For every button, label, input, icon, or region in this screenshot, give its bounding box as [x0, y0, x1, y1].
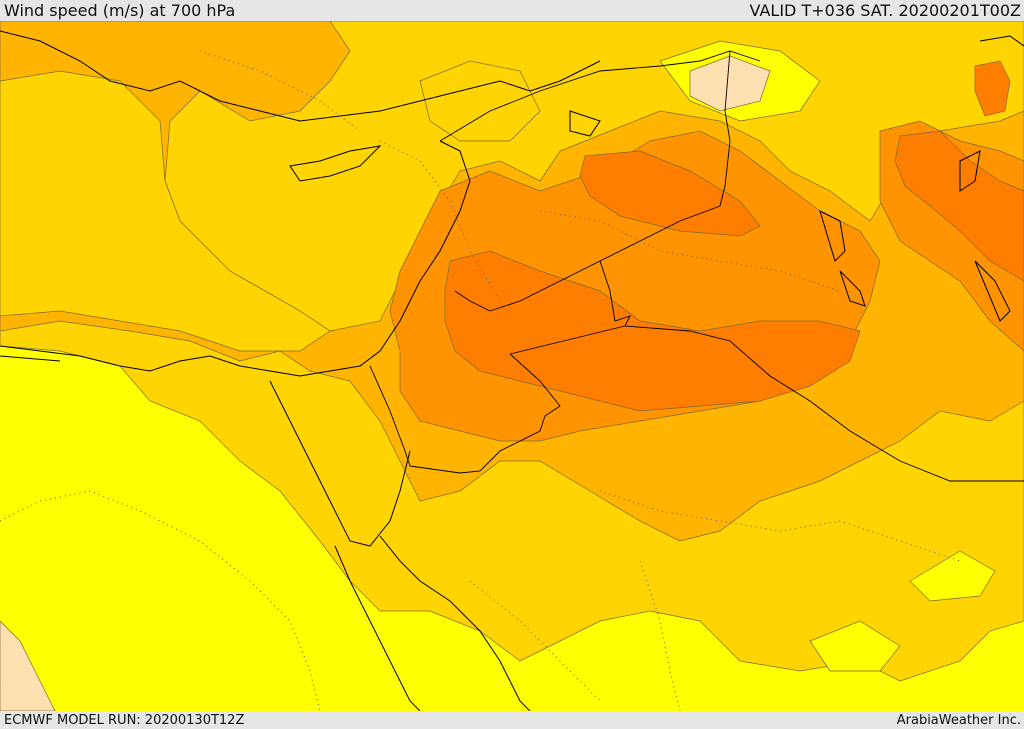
- map-title: Wind speed (m/s) at 700 hPa: [4, 1, 235, 20]
- footer-bar: ECMWF MODEL RUN: 20200130T12Z ArabiaWeat…: [0, 711, 1024, 729]
- wind-speed-map[interactable]: [0, 21, 1024, 711]
- credit: ArabiaWeather Inc.: [897, 713, 1021, 728]
- valid-time: VALID T+036 SAT. 20200201T00Z: [750, 1, 1021, 20]
- model-run: ECMWF MODEL RUN: 20200130T12Z: [4, 713, 244, 728]
- header-bar: Wind speed (m/s) at 700 hPa VALID T+036 …: [0, 0, 1024, 21]
